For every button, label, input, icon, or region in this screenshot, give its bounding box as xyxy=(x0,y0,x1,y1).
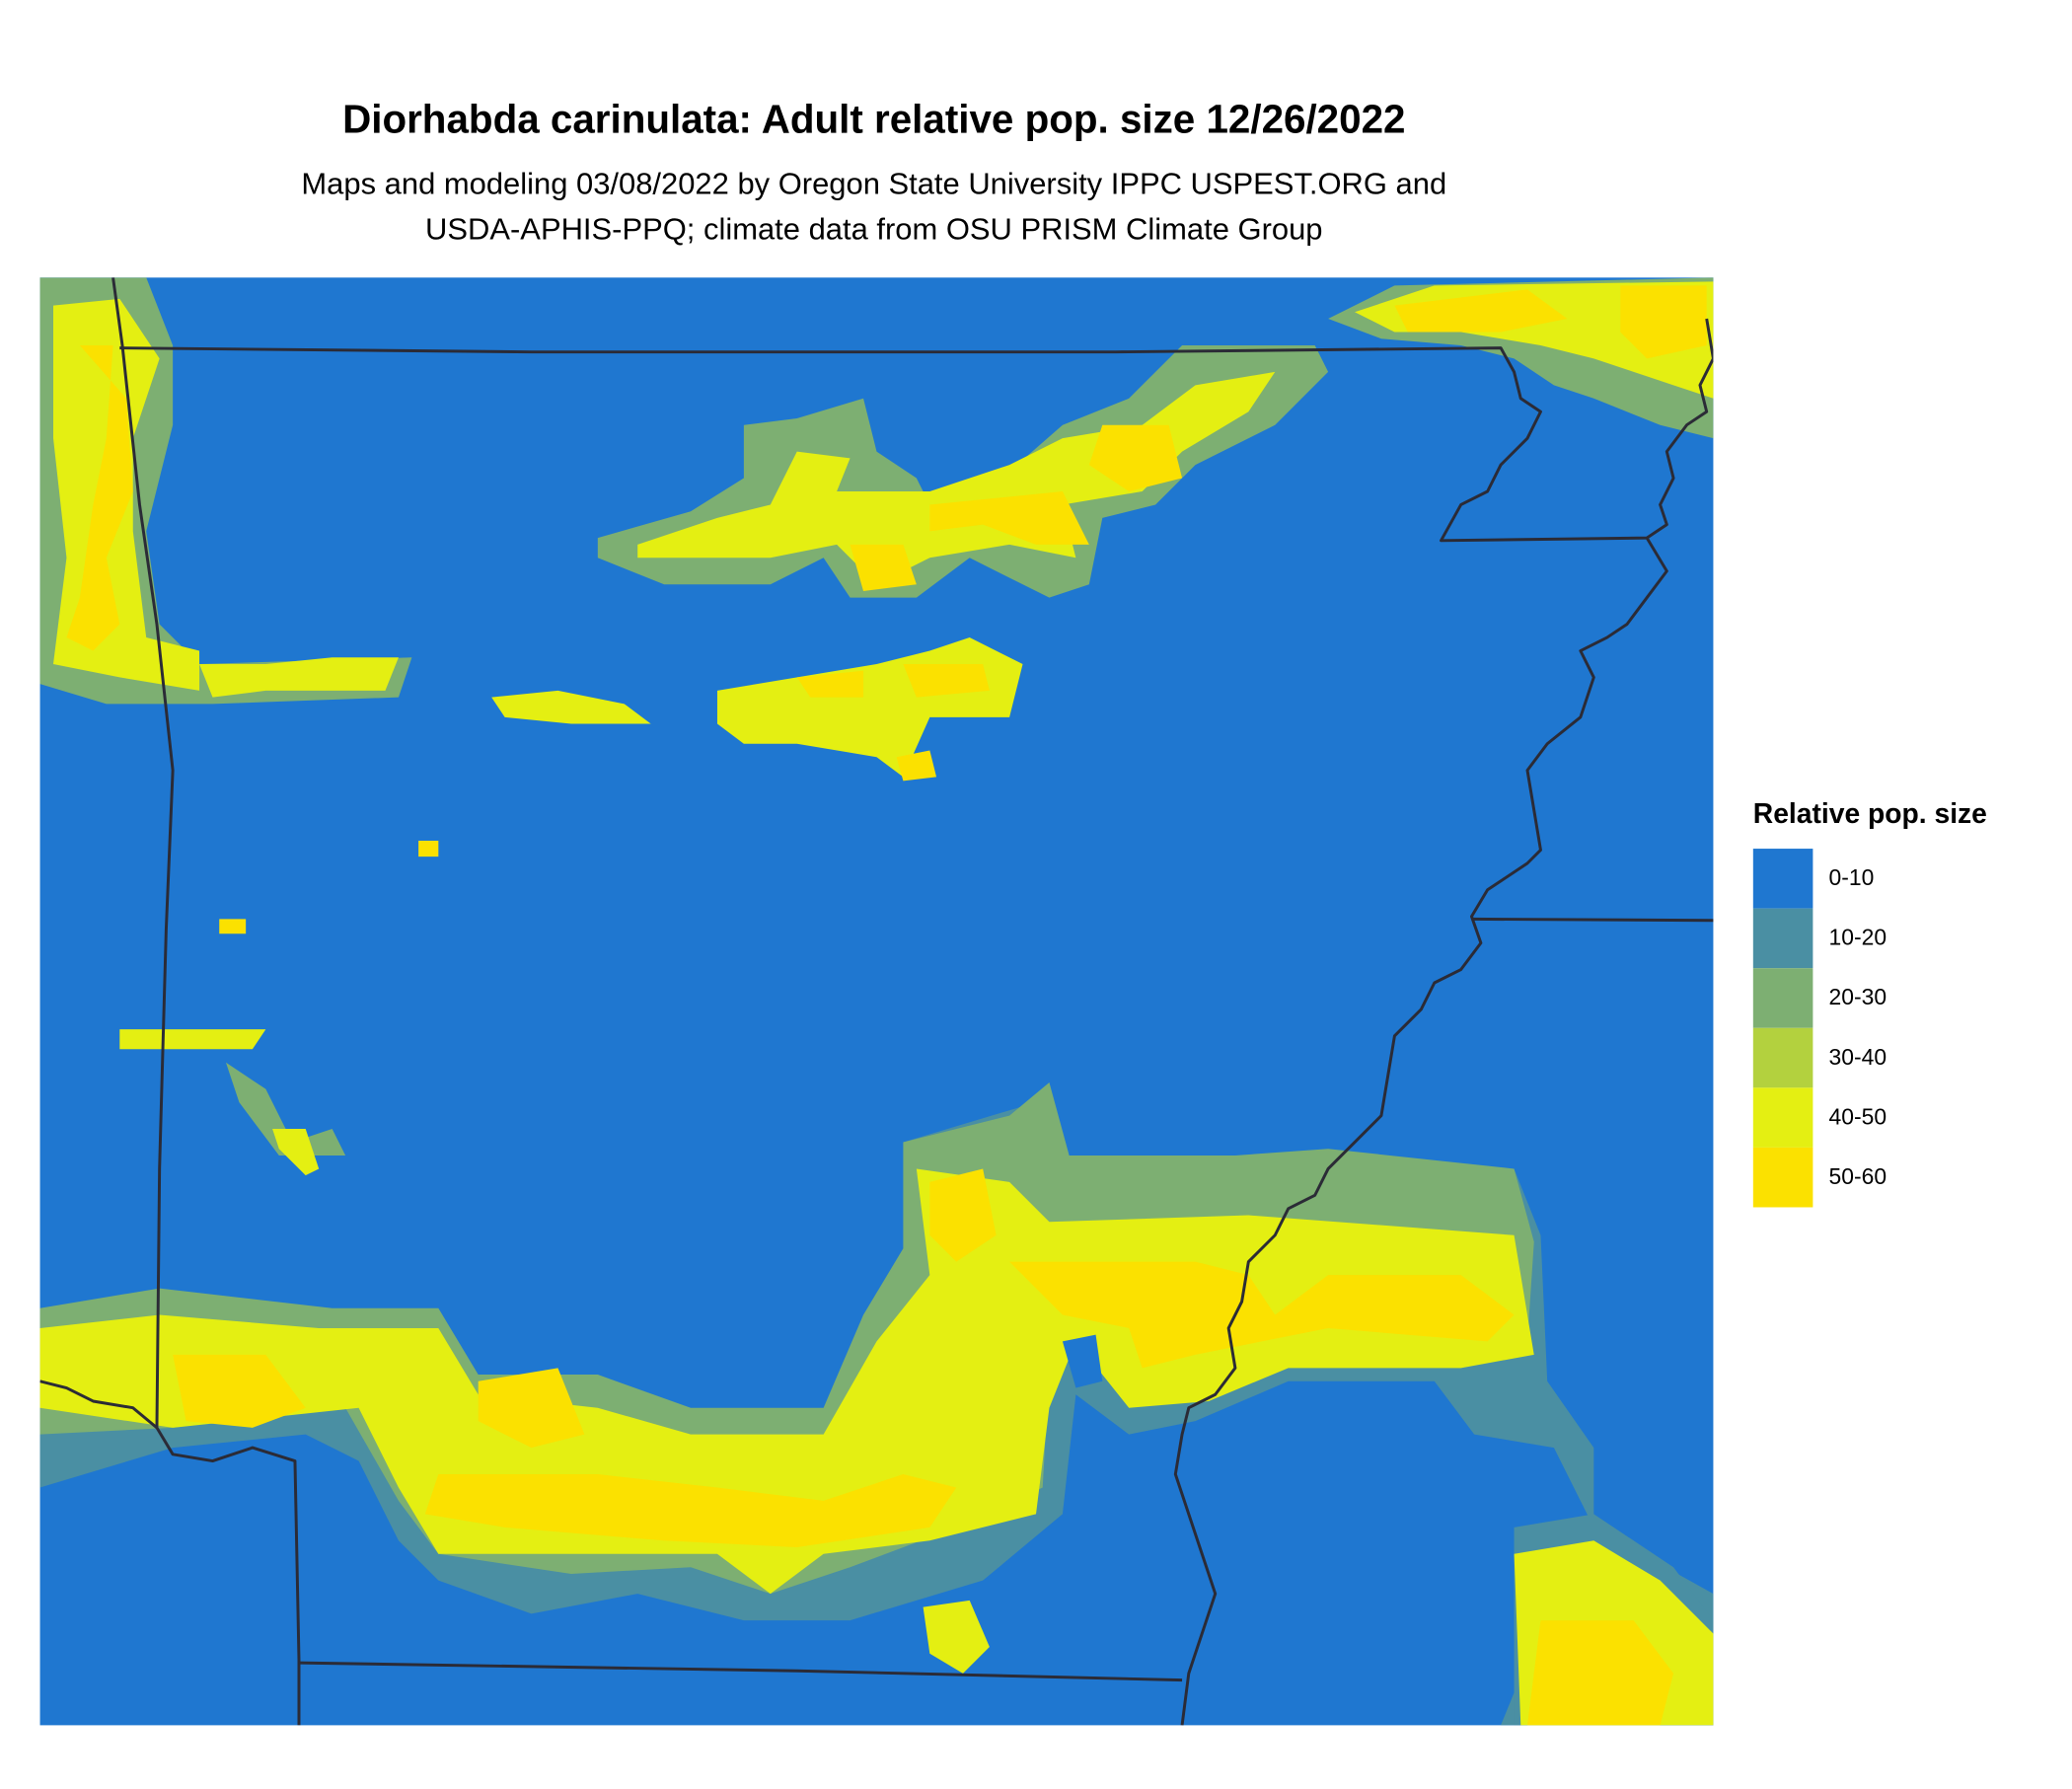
map-subtitle: USDA-APHIS-PPQ; climate data from OSU PR… xyxy=(425,211,1322,246)
population-patch xyxy=(1394,289,1568,333)
population-patch xyxy=(796,670,864,698)
state-border xyxy=(111,277,301,1726)
legend-label: 10-20 xyxy=(1829,925,1887,950)
legend-label: 40-50 xyxy=(1829,1103,1887,1129)
legend-label: 30-40 xyxy=(1829,1044,1887,1070)
legend: 0-10 10-20 20-30 30-40 40-50 50-60 xyxy=(1752,849,1887,1208)
population-patch xyxy=(1088,424,1183,492)
population-patch xyxy=(929,1168,997,1262)
state-borders xyxy=(39,277,1714,1726)
state-border xyxy=(119,318,1714,543)
legend-swatch xyxy=(1752,849,1813,909)
map-subtitle: Maps and modeling 03/08/2022 by Oregon S… xyxy=(301,167,1446,201)
population-patch xyxy=(424,1474,957,1548)
population-patch xyxy=(850,544,917,591)
state-border xyxy=(1173,537,1668,1726)
population-patch xyxy=(225,1062,346,1155)
legend-label: 0-10 xyxy=(1829,864,1875,890)
population-patch xyxy=(66,344,133,651)
population-patch xyxy=(199,657,399,698)
legend-label: 50-60 xyxy=(1829,1163,1887,1189)
population-patch xyxy=(219,919,247,934)
map-title: Diorhabda carinulata: Adult relative pop… xyxy=(342,96,1405,141)
population-patch xyxy=(1527,1620,1674,1726)
population-patches xyxy=(39,277,1714,1726)
population-patch xyxy=(1009,1261,1515,1369)
legend-swatch xyxy=(1752,1087,1813,1148)
legend-swatch xyxy=(1752,968,1813,1028)
state-border xyxy=(1471,917,1714,923)
population-patch xyxy=(637,371,1276,585)
state-border xyxy=(39,1379,158,1430)
population-patch xyxy=(173,1354,306,1428)
legend-swatch xyxy=(1752,1027,1813,1088)
population-patch xyxy=(923,1600,990,1674)
legend-label: 20-30 xyxy=(1829,984,1887,1009)
population-patch xyxy=(896,750,937,782)
population-patch xyxy=(478,1368,585,1449)
population-patch xyxy=(903,663,990,698)
population-patch xyxy=(1062,1334,1103,1388)
population-patch xyxy=(119,1029,266,1050)
population-patch xyxy=(929,491,1089,545)
legend-title: Relative pop. size xyxy=(1753,797,1987,829)
population-patch xyxy=(1620,285,1707,359)
population-patch xyxy=(491,690,651,724)
population-patch xyxy=(418,840,439,857)
legend-swatch xyxy=(1752,908,1813,969)
state-border xyxy=(298,1661,1183,1682)
population-patch xyxy=(272,1129,320,1176)
legend-swatch xyxy=(1752,1147,1813,1208)
